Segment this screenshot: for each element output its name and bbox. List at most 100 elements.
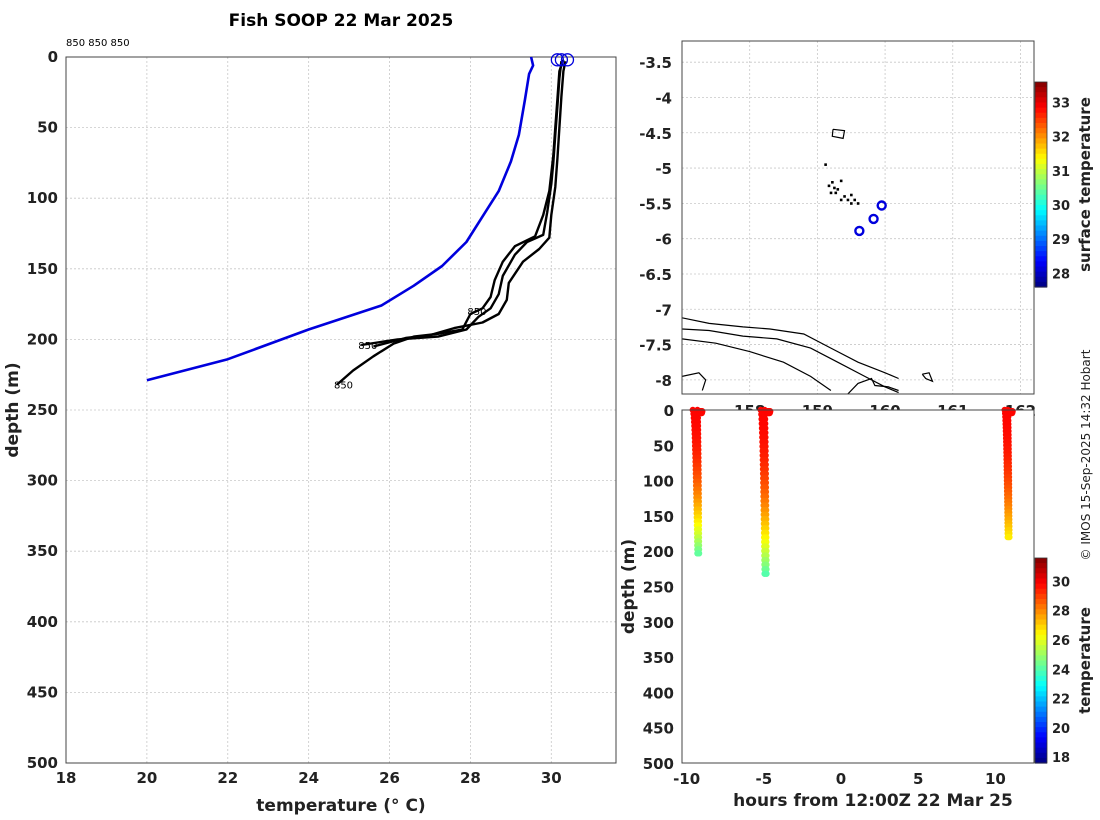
colorbar-swatch [1035,650,1047,656]
y-tick-label: 200 [27,330,58,348]
island-dot [839,198,843,202]
island-dot [853,198,857,202]
island-dot [856,202,860,205]
colorbar-swatch [1035,261,1047,268]
colorbar-tick-label: 28 [1052,267,1070,282]
section-y-tick-label: 500 [643,755,674,773]
section-x-tick-label: 5 [913,770,923,788]
y-tick-label: 400 [27,613,58,631]
coastline [682,328,899,394]
section-background [682,410,1034,763]
colorbar-tick-label: 30 [1052,199,1070,214]
colorbar-swatch [1035,629,1047,636]
colorbar-tick-label: 30 [1052,575,1070,590]
colorbar-swatch [1035,246,1047,252]
colorbar-swatch [1035,194,1047,201]
colorbar-swatch [1035,722,1047,728]
section-y-axis-label: depth (m) [619,539,639,634]
colorbar-tick-label: 22 [1052,693,1070,708]
coastline [682,317,899,380]
island-dot [829,191,833,195]
colorbar-swatch [1035,117,1047,124]
map-lat-label: -5.5 [639,195,672,213]
x-tick-label: 18 [56,769,77,787]
colorbar-swatch [1035,148,1047,155]
section-y-tick-label: 400 [643,684,674,702]
colorbar-tick-label: 29 [1052,233,1070,248]
colorbar-swatch [1035,153,1047,160]
colorbar-swatch [1035,143,1047,150]
map-lat-label: -5 [655,160,672,178]
surface-tow-point [766,408,774,415]
x-axis-label: temperature (° C) [256,796,425,816]
island-dot [824,163,827,166]
cast-point-up [762,438,769,446]
cast-point-up [761,415,769,423]
colorbar-swatch [1035,276,1047,283]
x-tick-label: 20 [136,769,157,787]
y-tick-label: 150 [27,260,58,278]
colorbar-swatch [1035,271,1047,278]
y-tick-label: 300 [27,472,58,490]
colorbar-swatch [1035,82,1047,88]
colorbar-swatch [1035,97,1047,104]
colorbar-swatch [1035,179,1047,186]
section-y-tick-label: 250 [643,579,674,597]
colorbar-swatch [1035,220,1047,227]
section-x-axis-label: hours from 12:00Z 22 Mar 25 [733,791,1013,811]
station-marker [854,225,865,237]
colorbar-swatch [1035,210,1047,216]
colorbar-swatch [1035,645,1047,651]
island-dot [846,198,850,202]
x-tick-label: 30 [541,769,562,787]
colorbar-swatch [1035,230,1047,237]
colorbar-swatch [1035,240,1047,247]
map-lat-label: -7.5 [639,337,672,355]
credit-text: © IMOS 15-Sep-2025 14:32 Hobart [1079,349,1093,560]
colorbar-swatch [1035,112,1047,119]
coastline [682,338,832,391]
surface-tow-point [1008,408,1016,415]
series-line-climatology [146,56,535,382]
colorbar-swatch [1035,742,1047,749]
station-marker [876,200,887,211]
colorbar-swatch [1035,184,1047,191]
series-line-profile-2 [361,61,563,347]
colorbar-swatch [1035,670,1047,677]
colorbar-swatch [1035,158,1047,165]
chart-title: Fish SOOP 22 Mar 2025 [229,11,454,31]
cast-point-up [762,434,769,441]
colorbar-swatch [1035,640,1047,646]
y-tick-label: 0 [48,48,58,66]
x-tick-label: 22 [217,769,238,787]
colorbar-swatch [1035,752,1047,759]
colorbar-swatch [1035,266,1047,273]
colorbar-swatch [1035,665,1047,672]
series-line-profile-3 [373,60,567,348]
x-tick-label: 26 [379,769,400,787]
colorbar-swatch [1035,281,1047,288]
island-dot [833,186,836,190]
x-tick-label: 24 [298,769,319,787]
map-lat-label: -7 [655,301,672,319]
colorbar-swatch [1035,691,1047,697]
colorbar-swatch [1035,128,1047,134]
colorbar-tick-label: 33 [1052,97,1070,112]
section-y-tick-label: 100 [643,473,674,491]
colorbar-swatch [1035,732,1047,738]
colorbar-swatch [1035,199,1047,206]
island-dot [827,184,831,188]
colorbar-swatch [1035,174,1047,180]
colorbar-tick-label: 18 [1052,751,1070,766]
colorbar-swatch [1035,609,1047,615]
colorbar-swatch [1035,102,1047,109]
island-dot [850,193,853,197]
section-x-tick-label: 10 [985,770,1006,788]
colorbar-swatch [1035,92,1047,98]
section-y-tick-label: 150 [643,508,674,526]
station-marker [868,213,879,225]
island-dot [843,195,846,198]
depth-point-label: 850 [467,307,486,318]
colorbar-swatch [1035,696,1047,703]
colorbar-swatch [1035,205,1047,211]
